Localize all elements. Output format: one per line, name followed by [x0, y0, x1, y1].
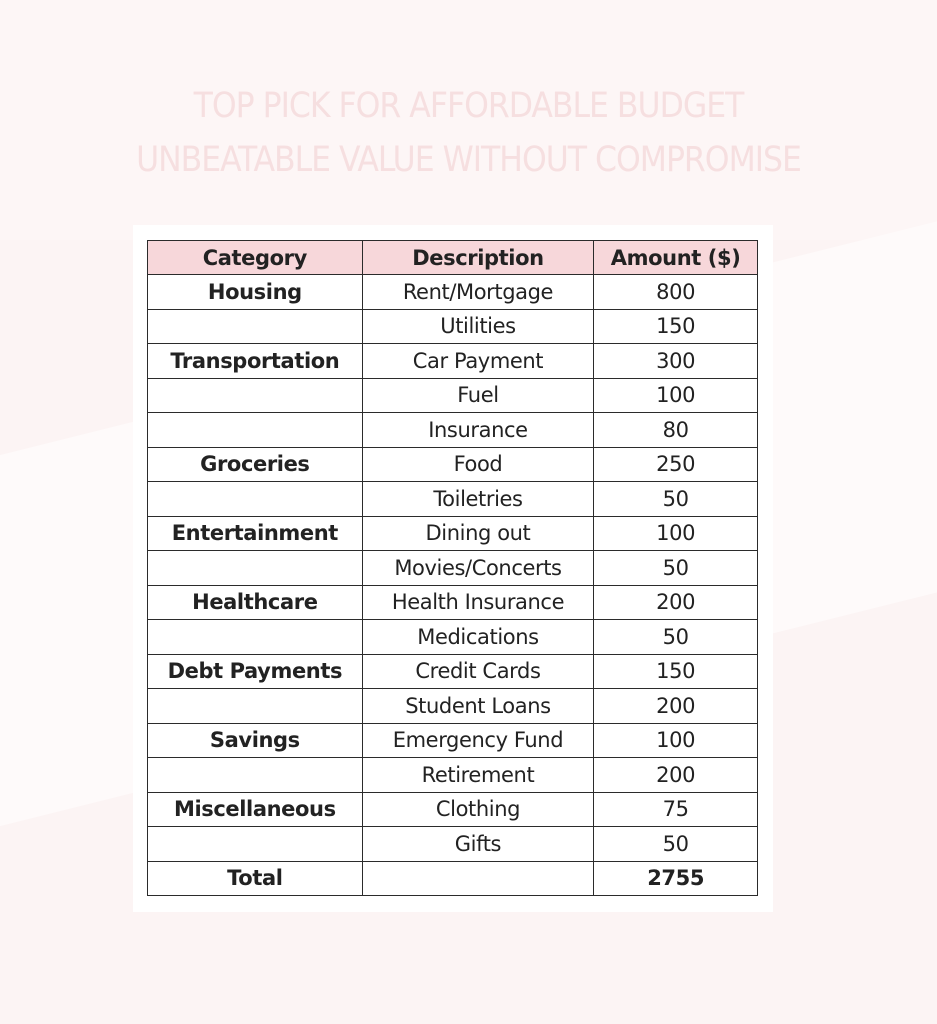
table-row: Utilities 150 — [147, 308, 758, 344]
table-row: Entertainment Dining out 100 — [147, 515, 758, 551]
row-category: Debt Payments — [147, 653, 363, 689]
row-category: Groceries — [147, 446, 363, 482]
headline-line-1: TOP PICK FOR AFFORDABLE BUDGET — [193, 86, 745, 126]
background-top — [0, 0, 937, 240]
table-row: Fuel 100 — [147, 377, 758, 413]
total-row: Total 2755 — [147, 860, 758, 896]
row-category: Miscellaneous — [147, 791, 363, 827]
row-amount: 50 — [593, 826, 758, 862]
row-description: Credit Cards — [361, 653, 595, 689]
row-category: Transportation — [147, 343, 363, 379]
row-amount: 250 — [593, 446, 758, 482]
row-amount: 80 — [593, 412, 758, 448]
row-amount: 150 — [593, 653, 758, 689]
row-category — [147, 308, 363, 344]
header-category: Category — [147, 240, 363, 275]
row-description: Rent/Mortgage — [361, 274, 595, 310]
table-row: Medications 50 — [147, 619, 758, 655]
row-amount: 100 — [593, 377, 758, 413]
table-row: Retirement 200 — [147, 757, 758, 793]
row-amount: 300 — [593, 343, 758, 379]
table-row: Housing Rent/Mortgage 800 — [147, 274, 758, 310]
row-amount: 200 — [593, 688, 758, 724]
row-description: Fuel — [361, 377, 595, 413]
row-category — [147, 688, 363, 724]
table-row: Student Loans 200 — [147, 688, 758, 724]
row-description: Dining out — [361, 515, 595, 551]
row-description: Toiletries — [361, 481, 595, 517]
row-description: Gifts — [361, 826, 595, 862]
row-description: Emergency Fund — [361, 722, 595, 758]
row-category — [147, 757, 363, 793]
row-category — [147, 481, 363, 517]
budget-table: Category Description Amount ($) Housing R… — [147, 240, 758, 896]
row-description: Retirement — [361, 757, 595, 793]
row-category: Housing — [147, 274, 363, 310]
row-category: Healthcare — [147, 584, 363, 620]
table-row: Gifts 50 — [147, 826, 758, 862]
row-amount: 100 — [593, 722, 758, 758]
row-category: Entertainment — [147, 515, 363, 551]
row-category: Savings — [147, 722, 363, 758]
row-description: Food — [361, 446, 595, 482]
row-amount: 50 — [593, 481, 758, 517]
row-amount: 75 — [593, 791, 758, 827]
row-amount: 800 — [593, 274, 758, 310]
table-body: Housing Rent/Mortgage 800 Utilities 150 Trans… — [147, 274, 758, 862]
row-amount: 50 — [593, 619, 758, 655]
table-row: Movies/Concerts 50 — [147, 550, 758, 586]
row-description: Car Payment — [361, 343, 595, 379]
row-description: Utilities — [361, 308, 595, 344]
table-row: Insurance 80 — [147, 412, 758, 448]
row-category — [147, 412, 363, 448]
row-category — [147, 550, 363, 586]
row-category — [147, 826, 363, 862]
row-amount: 150 — [593, 308, 758, 344]
table-row: Debt Payments Credit Cards 150 — [147, 653, 758, 689]
header-description: Description — [361, 240, 595, 275]
row-description: Insurance — [361, 412, 595, 448]
table-row: Miscellaneous Clothing 75 — [147, 791, 758, 827]
row-category — [147, 619, 363, 655]
headline-line-2: UNBEATABLE VALUE WITHOUT COMPROMISE — [136, 140, 802, 180]
row-amount: 100 — [593, 515, 758, 551]
row-description: Movies/Concerts — [361, 550, 595, 586]
row-amount: 200 — [593, 584, 758, 620]
total-label: Total — [147, 860, 363, 896]
table-row: Toiletries 50 — [147, 481, 758, 517]
total-amount: 2755 — [593, 860, 758, 896]
row-description: Medications — [361, 619, 595, 655]
total-description — [361, 860, 595, 896]
header-amount: Amount ($) — [593, 240, 758, 275]
table-row: Groceries Food 250 — [147, 446, 758, 482]
row-description: Student Loans — [361, 688, 595, 724]
table-row: Healthcare Health Insurance 200 — [147, 584, 758, 620]
row-amount: 200 — [593, 757, 758, 793]
row-description: Health Insurance — [361, 584, 595, 620]
table-row: Savings Emergency Fund 100 — [147, 722, 758, 758]
row-description: Clothing — [361, 791, 595, 827]
header-row: Category Description Amount ($) — [147, 240, 758, 275]
row-amount: 50 — [593, 550, 758, 586]
table-row: Transportation Car Payment 300 — [147, 343, 758, 379]
row-category — [147, 377, 363, 413]
